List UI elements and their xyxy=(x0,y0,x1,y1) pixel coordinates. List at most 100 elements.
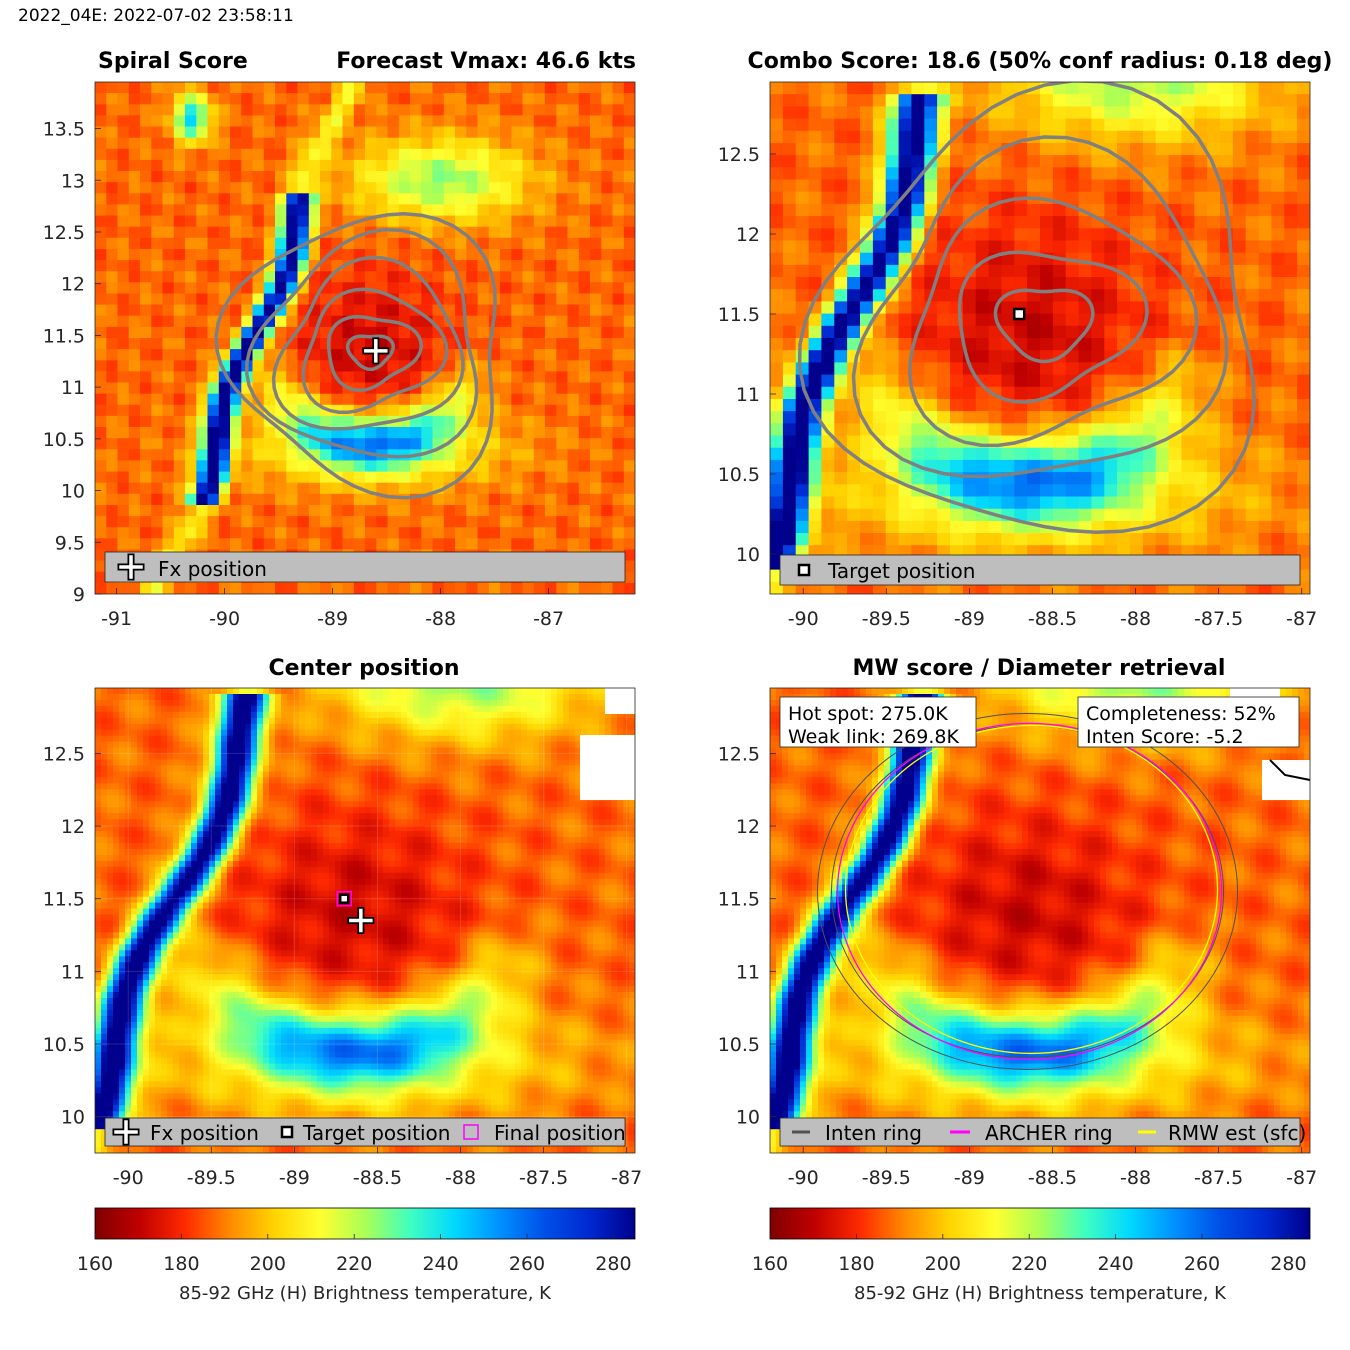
heatmap-cell xyxy=(461,694,468,701)
heatmap-cell xyxy=(1052,411,1067,424)
heatmap-cell xyxy=(196,449,209,461)
heatmap-cell xyxy=(770,216,784,229)
heatmap-cell xyxy=(477,582,490,594)
heatmap-cell xyxy=(1181,362,1195,376)
heatmap-cell xyxy=(1014,216,1028,229)
heatmap-cell xyxy=(218,538,231,550)
heatmap-cell xyxy=(1104,240,1118,254)
heatmap-cell xyxy=(885,179,900,193)
heatmap-cell xyxy=(387,371,400,384)
y-tick-label: 11 xyxy=(736,384,760,406)
heatmap-cell xyxy=(1168,411,1183,424)
heatmap-cell xyxy=(466,293,479,306)
heatmap-cell xyxy=(185,282,197,294)
heatmap-cell xyxy=(522,148,535,161)
heatmap-cell xyxy=(1258,179,1273,193)
heatmap-cell xyxy=(251,688,258,695)
heatmap-cell xyxy=(1130,423,1144,437)
heatmap-cell xyxy=(421,249,434,261)
heatmap-cell xyxy=(1258,167,1273,181)
heatmap-cell xyxy=(335,711,342,719)
heatmap-cell xyxy=(466,527,479,539)
heatmap-cell xyxy=(1271,459,1285,473)
heatmap-cell xyxy=(117,538,130,550)
heatmap-cell xyxy=(847,423,861,437)
heatmap-cell xyxy=(389,694,396,701)
y-tick-label: 10.5 xyxy=(43,429,85,451)
heatmap-cell xyxy=(975,399,990,412)
heatmap-cell xyxy=(539,711,546,719)
heatmap-cell xyxy=(263,723,270,731)
heatmap-cell xyxy=(281,699,288,707)
heatmap-cell xyxy=(488,215,501,228)
heatmap-cell xyxy=(128,159,141,172)
heatmap-cell xyxy=(601,193,614,205)
heatmap-cell xyxy=(1040,228,1054,242)
heatmap-cell xyxy=(185,249,197,261)
heatmap-cell xyxy=(410,137,422,150)
heatmap-cell xyxy=(1130,155,1144,168)
heatmap-cell xyxy=(162,193,175,205)
heatmap-cell xyxy=(612,126,625,139)
heatmap-cell xyxy=(252,271,265,283)
heatmap-cell xyxy=(1027,167,1041,181)
heatmap-cell xyxy=(275,93,287,105)
heatmap-cell xyxy=(227,747,234,755)
heatmap-cell xyxy=(128,304,141,317)
heatmap-cell xyxy=(808,338,823,351)
heatmap-cell xyxy=(1245,338,1260,351)
heatmap-cell xyxy=(218,159,231,172)
heatmap-cell xyxy=(1271,484,1285,498)
heatmap-cell xyxy=(533,271,546,283)
heatmap-cell xyxy=(95,104,107,116)
heatmap-cell xyxy=(342,115,355,128)
heatmap-cell xyxy=(578,471,591,484)
heatmap-cell xyxy=(962,374,977,388)
heatmap-cell xyxy=(988,423,1003,437)
heatmap-cell xyxy=(1142,472,1157,485)
heatmap-cell xyxy=(485,694,492,701)
heatmap-cell xyxy=(297,126,310,139)
heatmap-cell xyxy=(500,449,512,461)
heatmap-cell xyxy=(962,252,977,266)
heatmap-cell xyxy=(218,415,231,428)
heatmap-cell xyxy=(179,747,186,755)
heatmap-cell xyxy=(605,717,612,725)
heatmap-cell xyxy=(162,415,175,428)
heatmap-cell xyxy=(872,106,887,120)
heatmap-cell xyxy=(421,326,434,339)
heatmap-cell xyxy=(140,538,152,550)
heatmap-cell xyxy=(590,404,602,417)
heatmap-cell xyxy=(287,741,294,749)
heatmap-cell xyxy=(196,282,209,294)
heatmap-cell xyxy=(590,237,602,250)
heatmap-cell xyxy=(770,289,784,302)
heatmap-cell xyxy=(1065,240,1080,254)
heatmap-cell xyxy=(387,193,400,205)
heatmap-cell xyxy=(511,505,524,517)
heatmap-cell xyxy=(1014,472,1028,485)
heatmap-cell xyxy=(872,264,887,278)
heatmap-cell xyxy=(1014,106,1028,120)
heatmap-cell xyxy=(587,711,594,719)
heatmap-cell xyxy=(197,688,204,695)
heatmap-cell xyxy=(1297,411,1310,424)
heatmap-cell xyxy=(143,705,150,713)
heatmap-cell xyxy=(162,315,175,328)
heatmap-cell xyxy=(196,304,209,317)
heatmap-cell xyxy=(365,427,377,439)
heatmap-cell xyxy=(545,326,557,339)
heatmap-cell xyxy=(162,471,175,484)
heatmap-cell xyxy=(556,582,569,594)
heatmap-cell xyxy=(511,271,524,283)
heatmap-cell xyxy=(125,694,132,701)
heatmap-cell xyxy=(578,460,591,473)
heatmap-cell xyxy=(623,360,635,372)
heatmap-cell xyxy=(140,449,152,461)
heatmap-cell xyxy=(770,496,784,510)
heatmap-cell xyxy=(533,282,546,294)
heatmap-cell xyxy=(308,538,321,550)
heatmap-cell xyxy=(371,694,378,701)
heatmap-cell xyxy=(1052,399,1067,412)
heatmap-cell xyxy=(455,741,462,749)
